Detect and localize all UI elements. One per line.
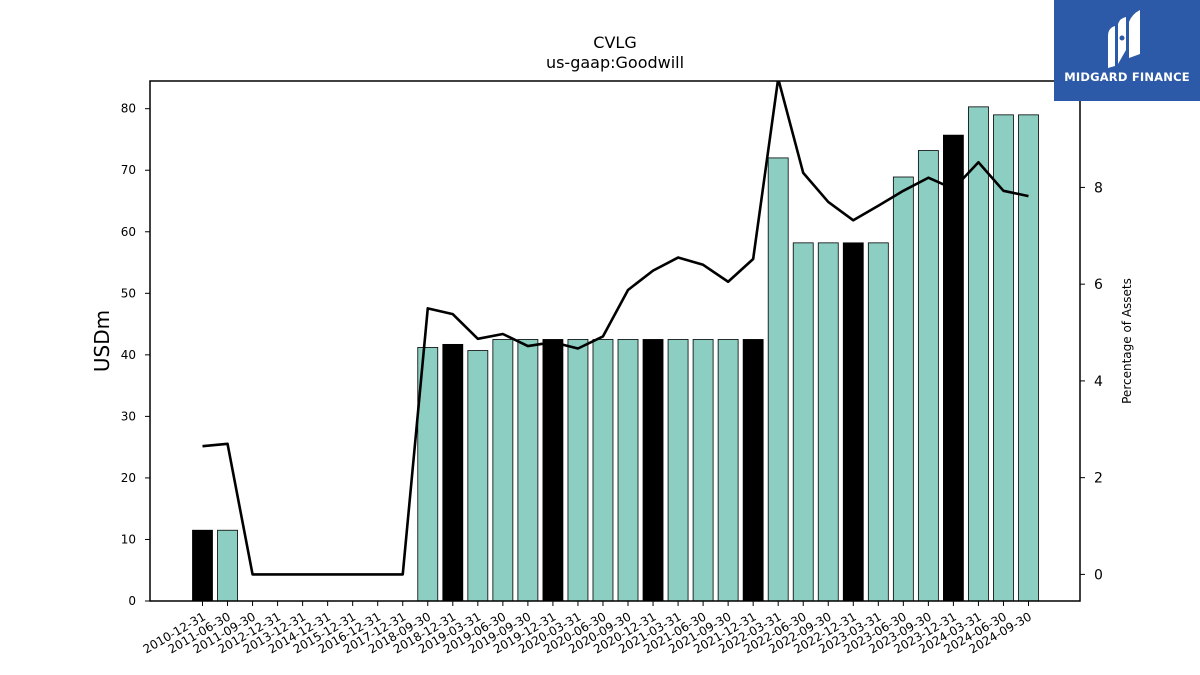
y-axis-label: USDm [90,310,114,372]
bar-2020-06-30 [592,339,614,602]
brand-logo: MIDGARD FINANCE [1054,0,1200,101]
y2-tick-label: 4 [1094,374,1103,390]
bar-2019-03-31 [467,350,489,602]
y-tick-label: 50 [121,286,136,300]
bar-2021-12-31 [742,339,764,602]
bar-2019-09-30 [517,339,539,602]
bar-2022-12-31 [842,242,864,602]
bar-2019-06-30 [492,339,514,602]
bar-2019-12-31 [542,339,564,602]
brand-name: MIDGARD FINANCE [1064,70,1190,84]
y2-tick-label: 8 [1094,180,1103,196]
y-tick-label: 30 [121,409,136,423]
plot-frame [149,80,1081,602]
midgard-m-icon [1108,10,1140,68]
bar-2022-06-30 [792,242,814,602]
bar-2021-03-31 [667,339,689,602]
y2-tick-label: 2 [1094,471,1103,487]
bar-series [192,106,1039,602]
y2-tick-label: 0 [1094,567,1103,583]
line-series [202,81,1029,576]
chart-title: CVLG [593,33,636,52]
y-tick-label: 60 [121,225,136,239]
y-tick-label: 10 [121,532,136,546]
bar-2020-12-31 [642,339,664,602]
bar-2023-03-31 [867,242,889,602]
bar-2018-12-31 [442,343,464,602]
bar-2021-09-30 [717,339,739,602]
bar-2020-09-30 [617,339,639,602]
y-tick-label: 0 [128,594,136,608]
bar-2023-09-30 [917,150,939,602]
bar-2023-06-30 [892,176,914,602]
bar-2021-06-30 [692,339,714,602]
x-axis: 2010-12-312011-06-302011-09-302012-12-31… [141,601,1034,656]
bar-2022-09-30 [817,242,839,602]
percentage-of-assets-line [202,81,1029,576]
bar-2024-06-30 [993,114,1014,602]
chart-subtitle: us-gaap:Goodwill [546,53,684,72]
y-tick-label: 20 [121,471,136,485]
y-axis-right: 0 2 4 6 8 [1080,180,1103,583]
bar-2023-12-31 [943,134,964,602]
y2-tick-label: 6 [1094,277,1103,293]
bar-2020-03-31 [567,339,589,602]
bar-2011-06-30 [217,529,238,602]
y2-axis-label: Percentage of Assets [1120,278,1134,404]
bar-2024-09-30 [1018,114,1039,602]
bar-2010-12-31 [192,529,213,602]
y-tick-label: 80 [121,102,136,116]
y-tick-label: 40 [121,348,136,362]
y-axis-left: 0 10 20 30 40 50 60 70 80 [121,102,150,608]
bar-2024-03-31 [968,106,989,602]
y-tick-label: 70 [121,163,136,177]
bar-2022-03-31 [767,157,789,602]
